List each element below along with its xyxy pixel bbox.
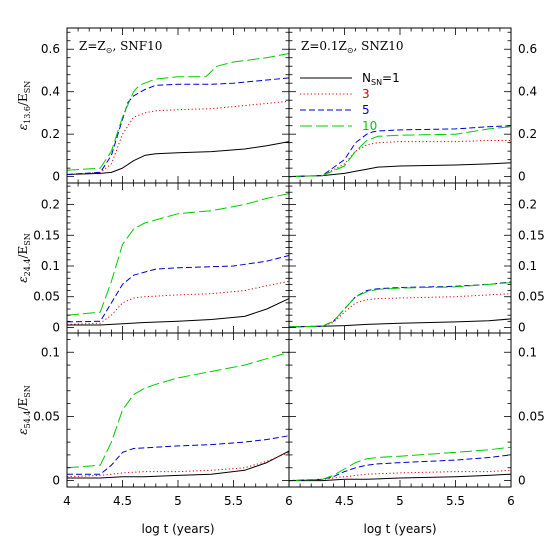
x-tick-label: 5: [174, 494, 182, 508]
y-tick-label: 0.4: [518, 85, 537, 99]
x-axis-label: log t (years): [141, 522, 214, 536]
series-line-1: [67, 450, 290, 479]
panel-2-1: [288, 332, 512, 488]
y-tick-label: 0.2: [41, 198, 60, 212]
series-line-5: [67, 435, 290, 475]
legend-entry: 5: [300, 103, 370, 117]
y-tick-label: 0.2: [518, 127, 537, 141]
series-line-10: [288, 446, 512, 482]
panels: [66, 27, 512, 488]
y-tick-label: 0: [518, 170, 526, 184]
series-line-3: [288, 293, 512, 328]
series-line-10: [288, 126, 512, 178]
y-tick-label: 0.05: [518, 290, 545, 304]
series-line-1: [289, 473, 512, 482]
series-line-5: [288, 125, 512, 178]
y-tick-label: 0.6: [518, 42, 537, 56]
series-line-5: [288, 281, 512, 328]
x-tick-label: 6: [285, 494, 293, 508]
series-line-1: [67, 298, 290, 326]
y-axis-label: ε54.4/ESN: [16, 385, 32, 435]
y-tick-label: 0.2: [518, 198, 537, 212]
y-tick-label: 0.1: [41, 259, 60, 273]
panel-1-0: [66, 182, 290, 334]
legend-label: 5: [362, 103, 370, 117]
series-line-5: [66, 255, 290, 323]
series-line-3: [66, 451, 290, 478]
panel-frame: [66, 332, 290, 488]
x-tick-label: 5.5: [224, 494, 243, 508]
y-axis-label: ε24.4/ESN: [16, 233, 32, 283]
x-tick-label: 5: [396, 494, 404, 508]
panel-1-1: [288, 182, 512, 334]
x-tick-label: 4: [63, 494, 71, 508]
series-line-1: [66, 141, 290, 175]
series-line-10: [66, 193, 290, 316]
panel-frame: [288, 182, 512, 334]
x-tick-label: 4.5: [113, 494, 132, 508]
x-tick-label: 5.5: [446, 494, 465, 508]
x-axis-label: log t (years): [363, 522, 436, 536]
y-tick-label: 0.15: [33, 228, 60, 242]
panel-annotation: Z=Z⊙, SNF10: [79, 39, 162, 55]
panel-frame: [288, 332, 512, 488]
y-tick-label: 0: [52, 320, 60, 334]
panel-annotation: Z=0.1Z⊙, SNZ10: [301, 39, 404, 55]
y-tick-label: 0: [52, 474, 60, 488]
series-line-10: [66, 53, 290, 171]
legend-label: NSN=1: [362, 71, 400, 87]
panel-frame: [66, 182, 290, 334]
y-tick-label: 0: [518, 474, 526, 488]
y-tick-label: 0.6: [41, 42, 60, 56]
y-tick-label: 0.2: [41, 127, 60, 141]
series-line-1: [288, 318, 512, 328]
y-tick-label: 0: [518, 320, 526, 334]
legend-label: 3: [362, 87, 370, 101]
y-tick-label: 0.4: [41, 85, 60, 99]
y-tick-label: 0.05: [518, 409, 545, 423]
x-tick-label: 4.5: [335, 494, 354, 508]
y-tick-label: 0.15: [518, 228, 545, 242]
legend-entry: 10: [300, 119, 377, 133]
series-line-10: [66, 351, 290, 469]
legend-entry: 3: [300, 87, 370, 101]
y-axis-label: ε13.6/ESN: [16, 81, 32, 131]
y-tick-label: 0.05: [33, 290, 60, 304]
series-line-3: [66, 280, 290, 325]
x-tick-label: 6: [507, 494, 515, 508]
y-tick-label: 0.1: [41, 345, 60, 359]
panel-0-1: [288, 27, 512, 184]
y-tick-label: 0: [52, 170, 60, 184]
legend: NSN=13 5 10: [300, 71, 400, 133]
y-tick-label: 0.05: [33, 409, 60, 423]
legend-entry: NSN=1: [300, 71, 400, 87]
labels: 0 0.2 0.4 0.6 Z=Z⊙, SNF10 ε13.6/ESN 0 0.2 0.4 0.6…: [16, 39, 545, 536]
series-line-1: [288, 162, 512, 178]
y-tick-label: 0.1: [518, 259, 537, 273]
series-line-3: [288, 140, 511, 178]
series-line-5: [66, 77, 290, 175]
series-line-10: [288, 282, 512, 328]
legend-label: 10: [362, 119, 377, 133]
panel-2-0: [66, 332, 290, 488]
series-line-5: [288, 454, 512, 482]
y-tick-label: 0.1: [518, 345, 537, 359]
series-line-3: [66, 100, 290, 175]
